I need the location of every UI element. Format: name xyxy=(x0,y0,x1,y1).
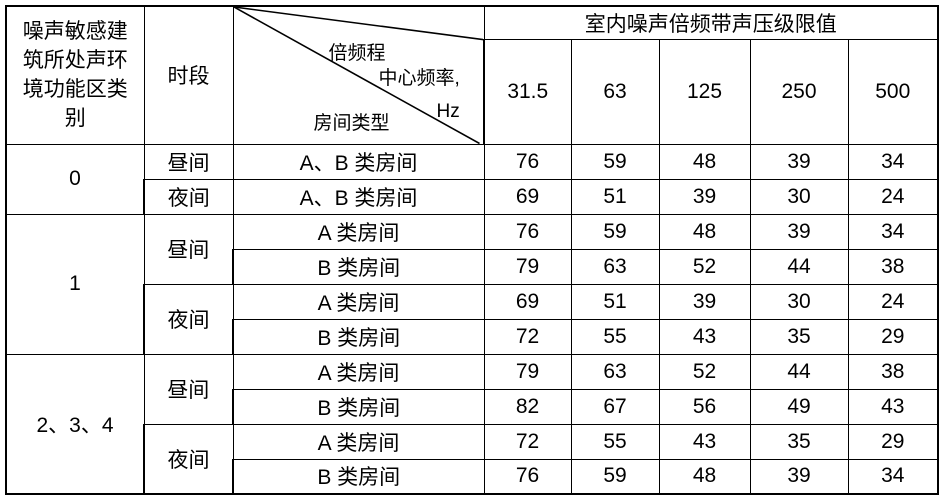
value-cell: 48 xyxy=(658,143,751,180)
value-cell: 29 xyxy=(847,423,940,460)
value-cell: 59 xyxy=(570,143,660,180)
value-cell: 67 xyxy=(570,388,660,425)
value-cell: 52 xyxy=(658,353,751,390)
value-cell: 51 xyxy=(570,283,660,320)
period-cell: 昼间 xyxy=(143,213,234,285)
period-cell: 昼间 xyxy=(143,353,234,425)
value-cell: 63 xyxy=(570,353,660,390)
value-cell: 48 xyxy=(658,213,751,250)
value-cell: 76 xyxy=(483,213,572,250)
value-cell: 34 xyxy=(847,143,940,180)
value-cell: 39 xyxy=(749,458,849,495)
diagonal-label-hz: Hz xyxy=(436,101,460,122)
value-cell: 59 xyxy=(570,458,660,495)
diagonal-label-center-frequency: 中心频率, xyxy=(378,68,460,89)
value-cell: 55 xyxy=(570,318,660,355)
value-cell: 79 xyxy=(483,353,572,390)
header-diagonal-cell: 倍频程 中心频率, Hz 房间类型 xyxy=(232,5,485,145)
value-cell: 44 xyxy=(749,248,849,285)
value-cell: 38 xyxy=(847,248,940,285)
value-cell: 38 xyxy=(847,353,940,390)
value-cell: 82 xyxy=(483,388,572,425)
value-cell: 76 xyxy=(483,143,572,180)
value-cell: 48 xyxy=(658,458,751,495)
period-cell: 夜间 xyxy=(143,283,234,355)
value-cell: 35 xyxy=(749,423,849,460)
room-cell: A 类房间 xyxy=(232,213,485,250)
value-cell: 49 xyxy=(749,388,849,425)
period-cell: 夜间 xyxy=(143,178,234,215)
room-cell: A 类房间 xyxy=(232,353,485,390)
room-cell: B 类房间 xyxy=(232,318,485,355)
value-cell: 24 xyxy=(847,178,940,215)
frequency-header-250: 250 xyxy=(749,38,849,145)
room-cell: A、B 类房间 xyxy=(232,143,485,180)
value-cell: 72 xyxy=(483,423,572,460)
value-cell: 34 xyxy=(847,458,940,495)
room-cell: A 类房间 xyxy=(232,283,485,320)
value-cell: 43 xyxy=(658,318,751,355)
room-cell: A 类房间 xyxy=(232,423,485,460)
diagonal-label-room-type: 房间类型 xyxy=(313,113,390,134)
category-cell: 0 xyxy=(5,143,145,215)
value-cell: 69 xyxy=(483,283,572,320)
value-cell: 35 xyxy=(749,318,849,355)
room-cell: B 类房间 xyxy=(232,388,485,425)
value-cell: 39 xyxy=(658,178,751,215)
room-cell: B 类房间 xyxy=(232,248,485,285)
value-cell: 30 xyxy=(749,178,849,215)
value-cell: 44 xyxy=(749,353,849,390)
header-category: 噪声敏感建 筑所处声环 境功能区类 别 xyxy=(5,5,145,145)
value-cell: 51 xyxy=(570,178,660,215)
diagonal-label-octave: 倍频程 xyxy=(328,43,386,64)
room-cell: A、B 类房间 xyxy=(232,178,485,215)
value-cell: 56 xyxy=(658,388,751,425)
frequency-header-125: 125 xyxy=(658,38,751,145)
value-cell: 39 xyxy=(749,143,849,180)
value-cell: 52 xyxy=(658,248,751,285)
value-cell: 34 xyxy=(847,213,940,250)
frequency-header-31-5: 31.5 xyxy=(483,38,572,145)
diagonal-lines xyxy=(234,7,483,143)
period-cell: 昼间 xyxy=(143,143,234,180)
value-cell: 69 xyxy=(483,178,572,215)
value-cell: 30 xyxy=(749,283,849,320)
frequency-header-63: 63 xyxy=(570,38,660,145)
value-cell: 39 xyxy=(749,213,849,250)
period-cell: 夜间 xyxy=(143,423,234,495)
frequency-header-500: 500 xyxy=(847,38,940,145)
value-cell: 63 xyxy=(570,248,660,285)
value-cell: 76 xyxy=(483,458,572,495)
category-cell: 1 xyxy=(5,213,145,355)
value-cell: 79 xyxy=(483,248,572,285)
value-cell: 55 xyxy=(570,423,660,460)
value-cell: 59 xyxy=(570,213,660,250)
room-cell: B 类房间 xyxy=(232,458,485,495)
noise-limits-table: 噪声敏感建 筑所处声环 境功能区类 别 时段 倍频程 中心频率, Hz 房间类型… xyxy=(5,5,940,495)
value-cell: 43 xyxy=(658,423,751,460)
value-cell: 24 xyxy=(847,283,940,320)
category-cell: 2、3、4 xyxy=(5,353,145,495)
value-cell: 29 xyxy=(847,318,940,355)
header-band-title: 室内噪声倍频带声压级限值 xyxy=(483,5,940,40)
header-period: 时段 xyxy=(143,5,234,145)
value-cell: 39 xyxy=(658,283,751,320)
value-cell: 43 xyxy=(847,388,940,425)
value-cell: 72 xyxy=(483,318,572,355)
